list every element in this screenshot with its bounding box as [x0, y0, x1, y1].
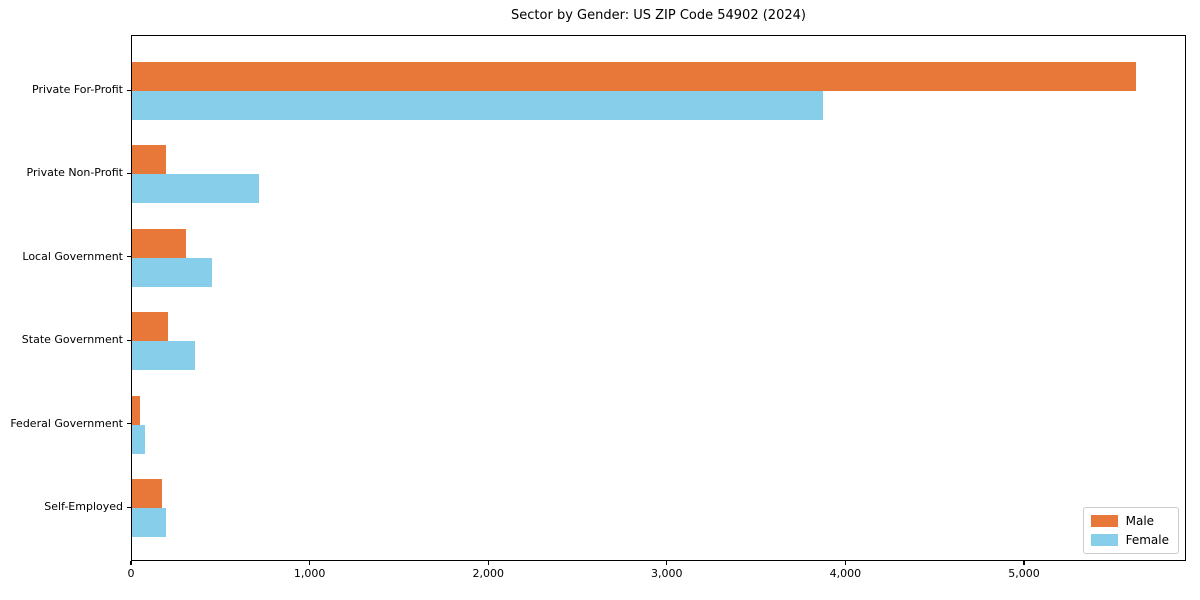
legend-label-male: Male: [1125, 514, 1155, 528]
bar-male-federal-government: [132, 395, 140, 425]
bar-female-local-government: [132, 257, 213, 287]
x-tick-label-4: 4,000: [829, 567, 862, 580]
legend-swatch-male: [1090, 515, 1118, 527]
y-tick-mark: [127, 256, 131, 258]
bar-female-private-for-profit: [132, 91, 824, 120]
y-tick-label-federal-government: Federal Government: [10, 416, 123, 430]
bar-female-federal-government: [132, 424, 145, 454]
bar-male-self-employed: [132, 479, 162, 508]
legend-label-female: Female: [1125, 533, 1169, 547]
x-tick-label-2: 2,000: [472, 567, 504, 580]
bar-male-state-government: [132, 312, 168, 342]
bar-female-state-government: [132, 341, 196, 371]
y-tick-mark: [127, 423, 131, 425]
bar-male-private-for-profit: [132, 62, 1136, 91]
bar-female-self-employed: [132, 508, 166, 537]
legend-item-female: Female: [1090, 533, 1169, 547]
y-tick-label-local-government: Local Government: [22, 249, 123, 263]
bar-male-private-non-profit: [132, 145, 166, 175]
x-tick-label-1: 1,000: [293, 567, 326, 580]
y-tick-label-private-non-profit: Private Non-Profit: [26, 166, 123, 180]
x-tick-mark: [1023, 561, 1025, 565]
x-tick-mark: [487, 561, 489, 565]
x-tick-label-3: 3,000: [651, 567, 683, 580]
x-tick-mark: [666, 561, 668, 565]
y-tick-label-state-government: State Government: [21, 333, 123, 347]
plot-area: Male Female: [131, 35, 1186, 561]
legend: Male Female: [1082, 507, 1179, 554]
bar-female-private-non-profit: [132, 174, 259, 204]
legend-item-male: Male: [1090, 514, 1169, 528]
y-tick-label-private-for-profit: Private For-Profit: [32, 83, 123, 96]
x-tick-mark: [309, 561, 311, 565]
y-tick-mark: [127, 172, 131, 175]
y-tick-mark: [127, 89, 131, 91]
x-tick-mark: [130, 561, 132, 565]
x-tick-label-5: 5,000: [1008, 567, 1040, 580]
bar-male-local-government: [132, 228, 186, 258]
y-tick-mark: [127, 506, 131, 508]
y-tick-mark: [127, 339, 131, 341]
x-tick-mark: [844, 561, 846, 565]
x-tick-label-0: 0: [127, 567, 135, 580]
chart-title: Sector by Gender: US ZIP Code 54902 (202…: [511, 8, 806, 23]
legend-swatch-female: [1090, 534, 1118, 546]
y-tick-label-self-employed: Self-Employed: [44, 500, 123, 513]
